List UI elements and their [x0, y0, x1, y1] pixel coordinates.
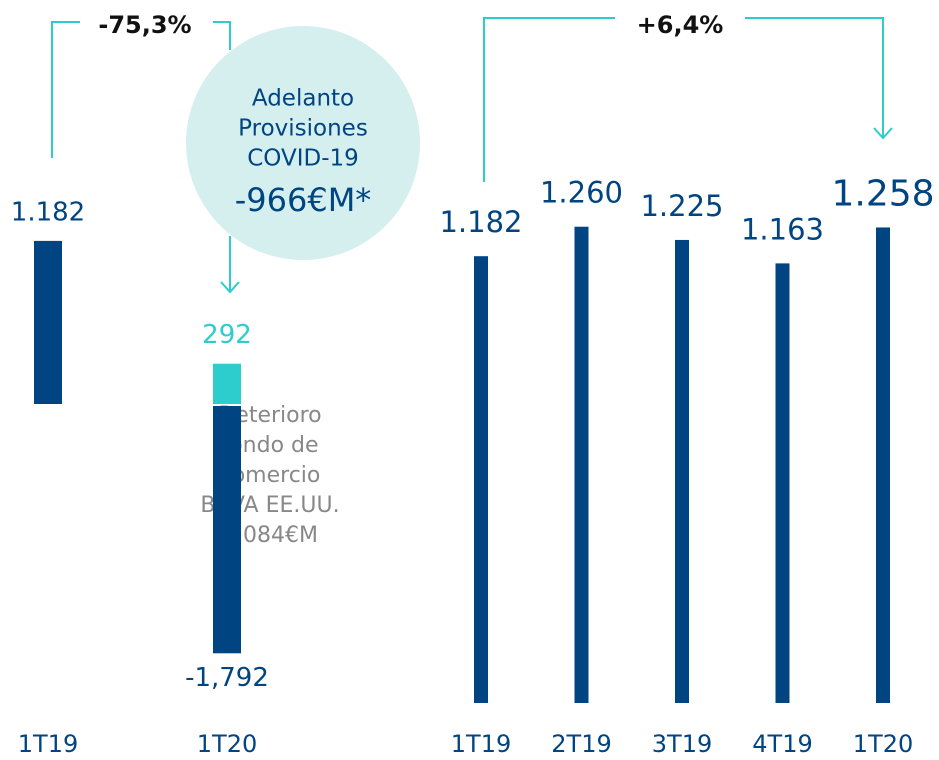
bracket — [51, 21, 80, 158]
x-tick-label: 1T19 — [18, 730, 78, 758]
value-label: 1.182 — [439, 205, 522, 239]
arrow — [745, 17, 884, 138]
bracket — [213, 21, 231, 50]
value-label: 1.225 — [640, 189, 723, 223]
change-label: -75,3% — [98, 11, 191, 39]
bubble-text: Provisiones — [238, 116, 368, 142]
bubble-text: Adelanto — [252, 86, 354, 112]
bar — [675, 239, 689, 703]
x-tick-label: 2T19 — [551, 730, 611, 758]
bar — [876, 227, 890, 703]
bracket — [483, 17, 615, 182]
bar — [213, 406, 241, 654]
x-tick-label: 1T20 — [853, 730, 913, 758]
value-label: 1.258 — [831, 173, 934, 214]
bubble-amount: -966€M* — [235, 181, 372, 219]
value-label: -1,792 — [185, 663, 269, 693]
bar — [574, 226, 589, 703]
bar — [474, 256, 488, 703]
bar — [213, 363, 241, 404]
annotation-bubble — [186, 26, 420, 260]
value-label: 1.260 — [540, 176, 623, 210]
x-tick-label: 1T20 — [197, 730, 257, 758]
x-tick-label: 3T19 — [652, 730, 712, 758]
arrow-head — [873, 127, 893, 140]
value-label: 1.182 — [11, 197, 85, 227]
value-label: 292 — [202, 320, 252, 350]
bar — [34, 240, 62, 404]
x-tick-label: 4T19 — [752, 730, 812, 758]
bar — [775, 263, 790, 703]
change-label: +6,4% — [637, 11, 724, 39]
value-label: 1.163 — [741, 212, 824, 246]
x-tick-label: 1T19 — [451, 730, 511, 758]
bubble-text: COVID-19 — [247, 146, 359, 172]
arrow-head — [220, 281, 240, 294]
